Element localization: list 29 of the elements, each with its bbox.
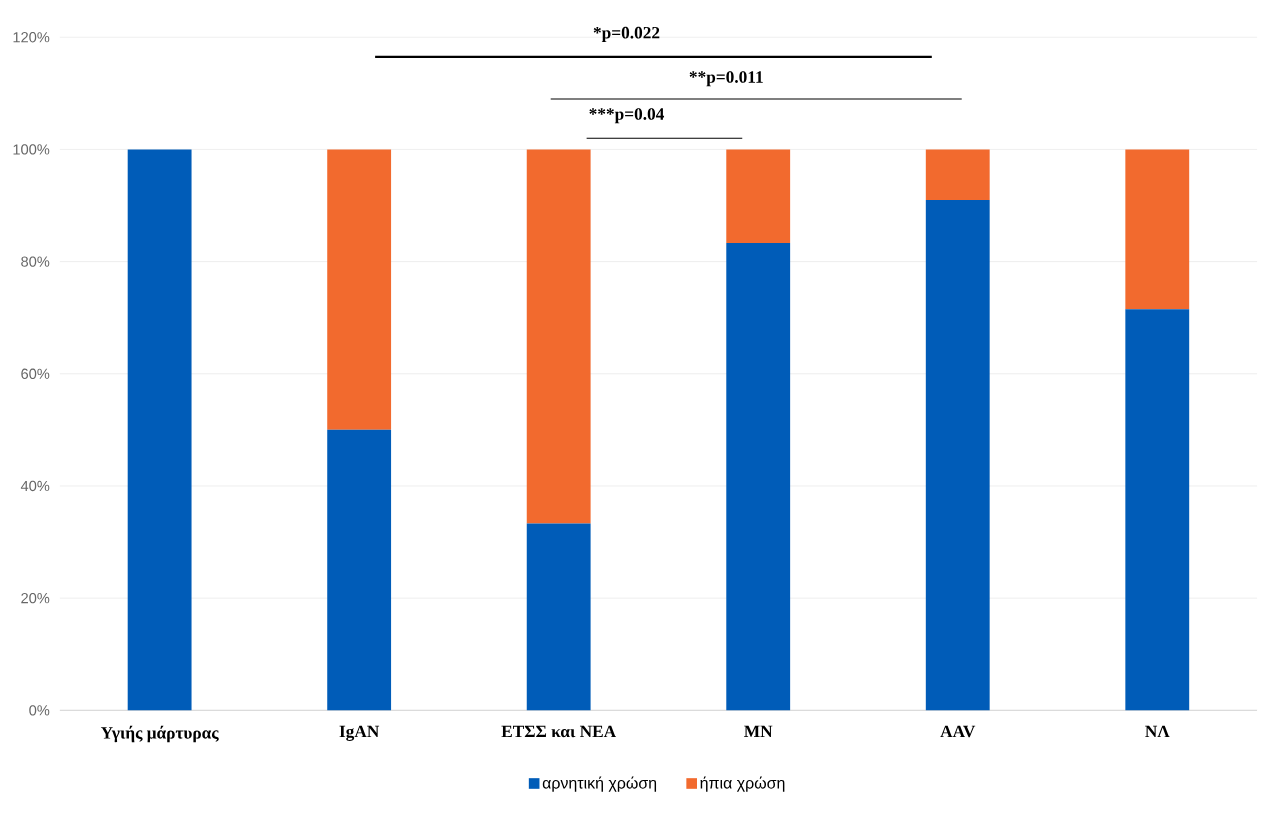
x-tick-label: Υγιής μάρτυρας xyxy=(100,725,219,743)
bar xyxy=(726,243,791,711)
y-tick-label: 100% xyxy=(13,144,50,155)
annotation: ***p=0.04 xyxy=(589,108,665,124)
y-tick-label: 80% xyxy=(21,256,50,267)
bar xyxy=(327,430,392,711)
bar xyxy=(1125,149,1190,310)
x-tick-label: ΕΤΣΣ και ΝΕΑ xyxy=(501,725,617,738)
bar xyxy=(726,149,791,244)
y-tick-label: 120% xyxy=(13,32,50,43)
annotation: **p=0.011 xyxy=(689,71,763,87)
y-tick-label: 0% xyxy=(29,705,50,716)
x-tick-label: MN xyxy=(744,725,773,738)
annotation: *p=0.022 xyxy=(593,26,660,43)
bar xyxy=(925,149,990,201)
x-tick-label: IgAN xyxy=(339,725,380,742)
x-tick-label: ΝΛ xyxy=(1145,725,1170,738)
bar xyxy=(526,523,591,711)
bar xyxy=(127,149,192,711)
x-tick-label: AAV xyxy=(940,725,976,738)
y-tick-label: 40% xyxy=(20,480,50,492)
legend-label: ήπια χρώση xyxy=(700,776,785,792)
y-tick-label: 60% xyxy=(21,368,50,380)
bar xyxy=(327,149,392,430)
bar xyxy=(925,200,990,711)
y-tick-label: 20% xyxy=(21,593,50,604)
bar xyxy=(526,149,591,524)
legend-label: αρνητική χρώση xyxy=(542,776,657,792)
bar xyxy=(1125,309,1190,711)
